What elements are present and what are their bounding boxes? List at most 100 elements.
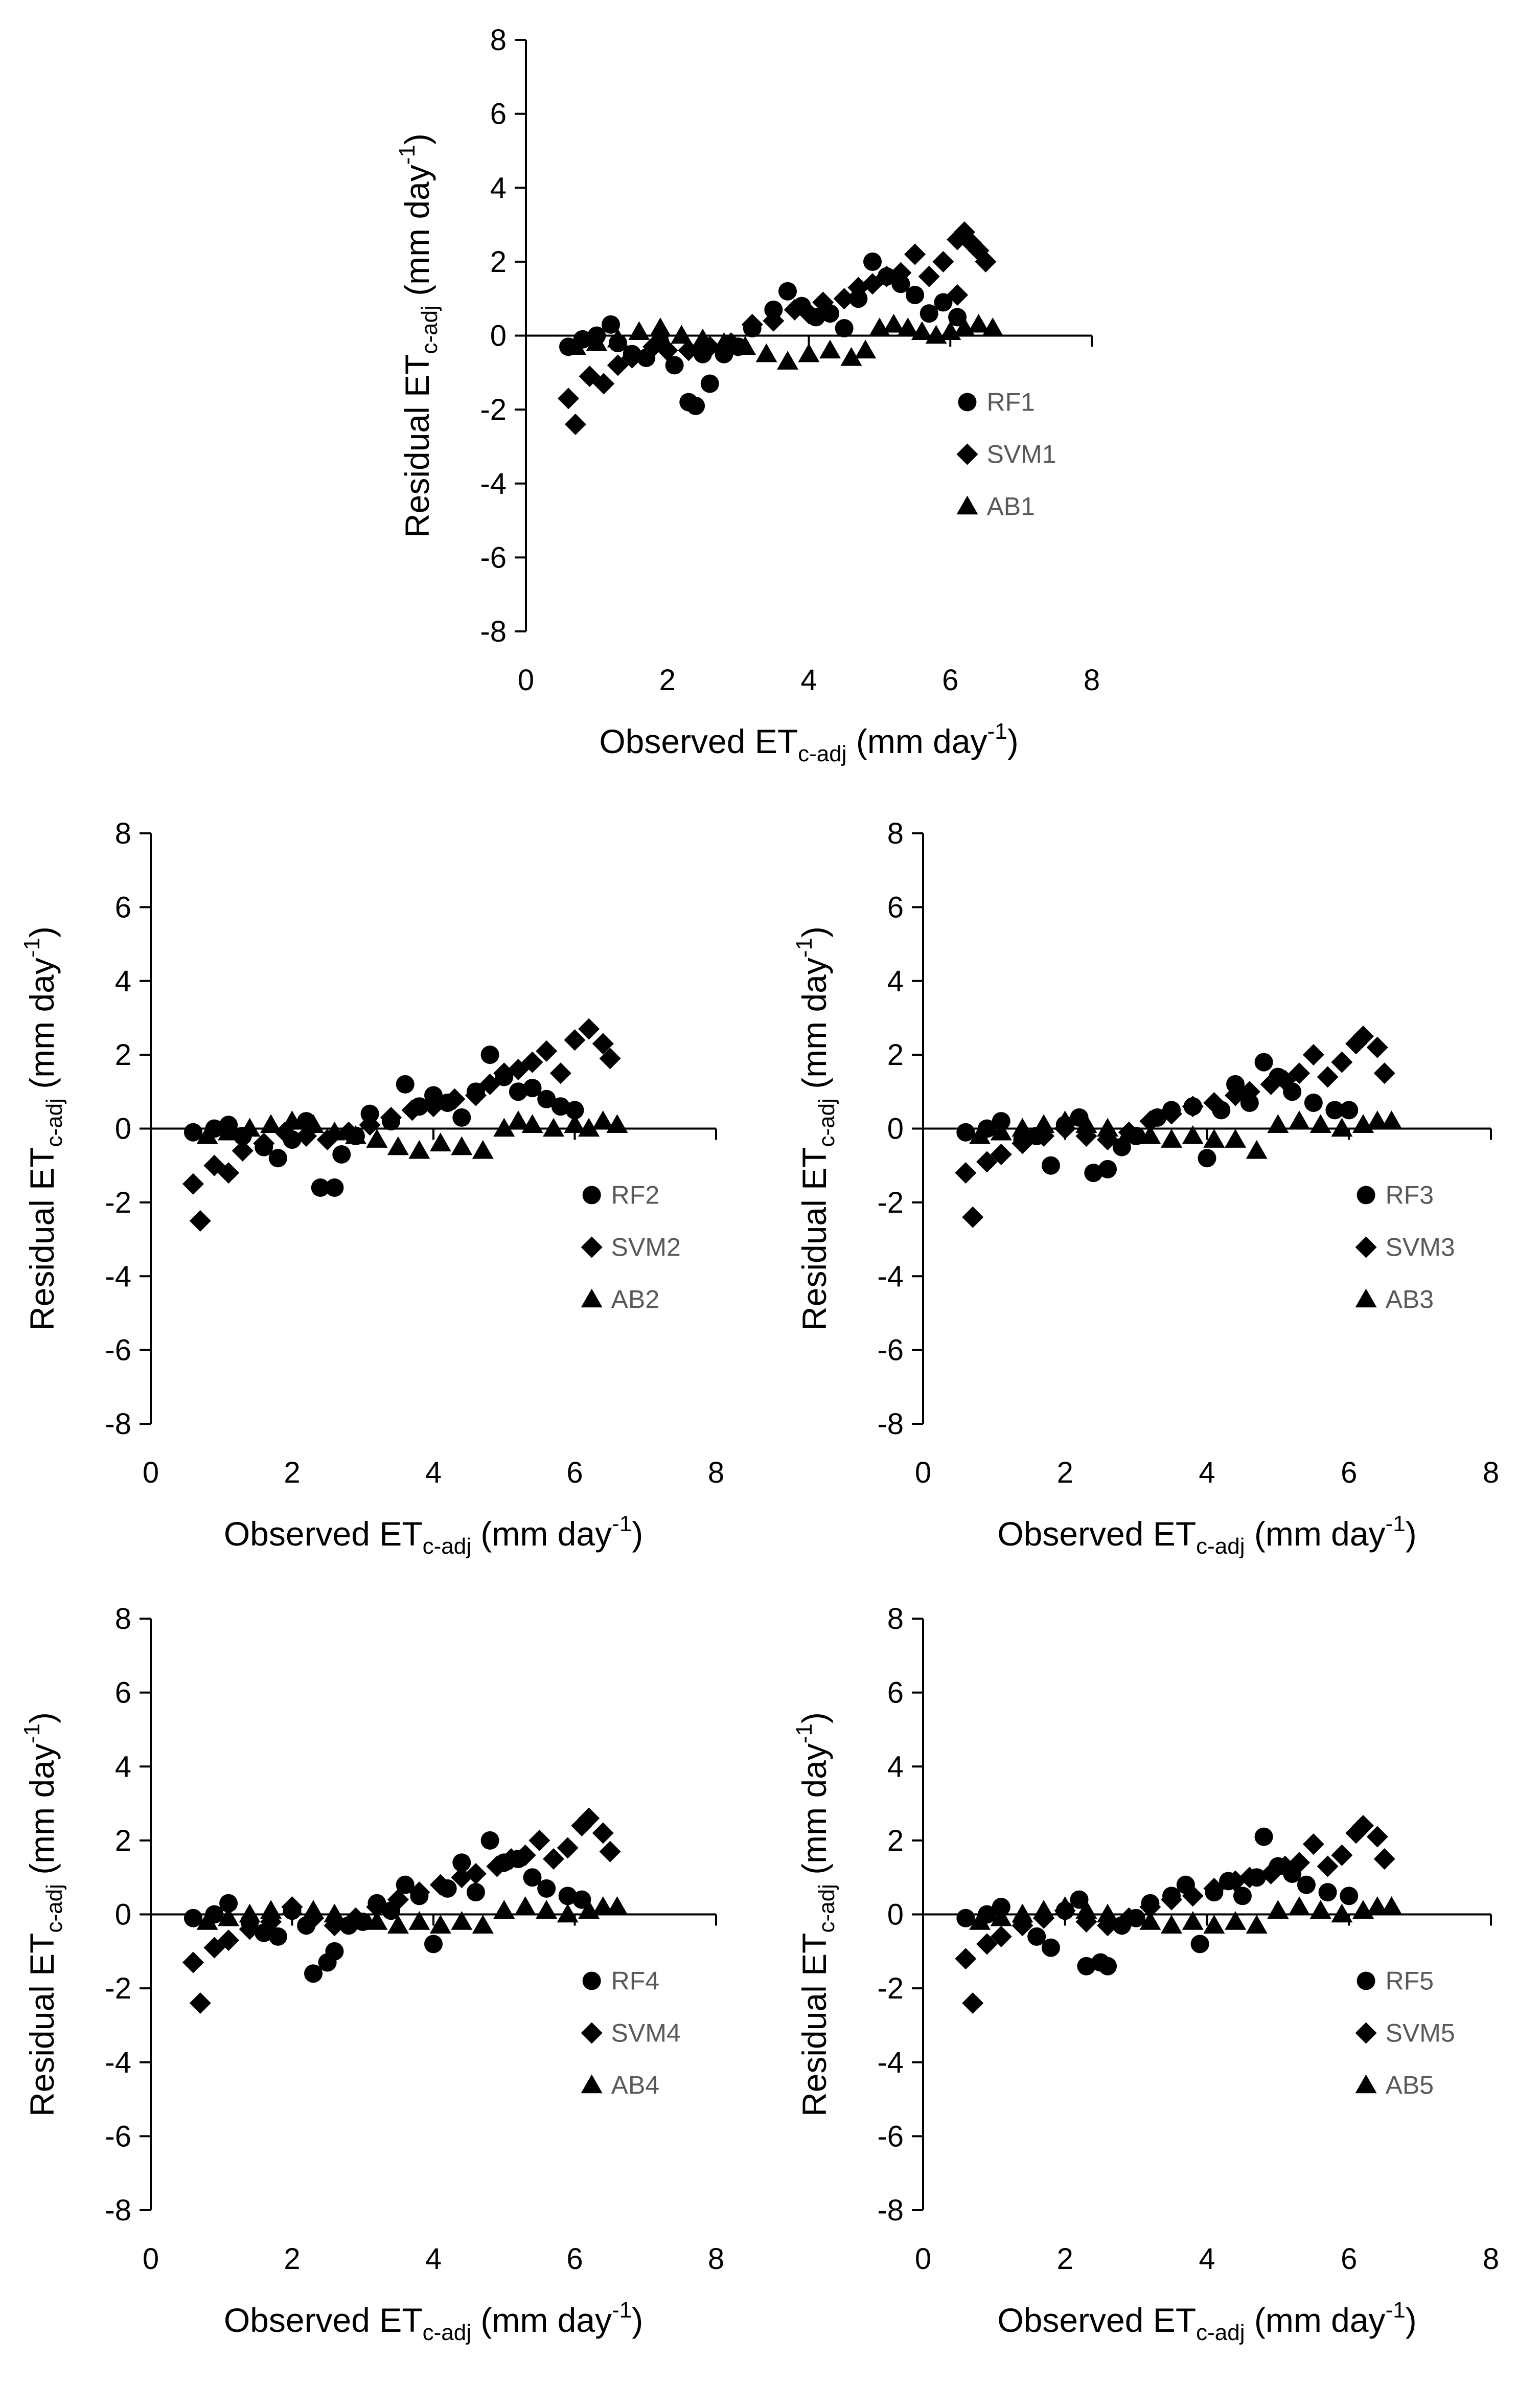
legend-marker-triangle [581, 2074, 603, 2094]
diamond-point [239, 1918, 261, 1940]
circle-point [1070, 1890, 1089, 1909]
y-axis-title-unit-pre: (mm day [23, 1743, 61, 1884]
triangle-point [507, 1110, 529, 1129]
diamond-point [465, 1862, 487, 1884]
series-AB5 [969, 1896, 1403, 1934]
y-axis-title-unit-pre: (mm day [795, 958, 833, 1098]
legend-label: SVM5 [1386, 2019, 1455, 2048]
triangle-point [1097, 1903, 1119, 1923]
triangle-point [451, 1136, 473, 1155]
triangle-point [586, 332, 608, 351]
triangle-point [429, 1915, 451, 1934]
y-tick-label: 2 [887, 1038, 904, 1072]
y-axis-title-unit-pre: (mm day [398, 165, 436, 305]
circle-point [1340, 1101, 1359, 1120]
circle-point [1240, 1093, 1259, 1112]
diamond-point [203, 1937, 225, 1959]
y-axis-title-main: Residual ET [23, 1147, 61, 1331]
y-axis-title-unit-sup: -1 [792, 1723, 817, 1743]
circle-point [1254, 1053, 1273, 1072]
y-axis-title: Residual ETc-adj (mm day-1) [19, 1712, 67, 2117]
diamond-point [741, 313, 763, 335]
circle-point [906, 285, 925, 304]
triangle-point [649, 317, 671, 336]
circle-point [700, 374, 719, 393]
x-tick-label: 8 [1483, 2242, 1499, 2276]
x-axis-title-sub: c-adj [798, 741, 846, 766]
triangle-point [1289, 1110, 1311, 1129]
circle-point [863, 252, 882, 271]
x-axis-title-sub: c-adj [423, 1534, 471, 1559]
y-tick-label: 2 [490, 245, 507, 279]
circle-point [992, 1112, 1010, 1131]
y-tick-label: -4 [877, 2046, 904, 2079]
y-axis-title-unit-sup: -1 [792, 938, 817, 958]
triangle-point [776, 351, 798, 370]
x-axis-title-unit-pre: (mm day [1245, 2301, 1386, 2339]
x-tick-label: 8 [708, 1456, 724, 1489]
legend-label: SVM2 [611, 1233, 681, 1262]
circle-point [1254, 1827, 1273, 1846]
diamond-point [592, 1822, 614, 1844]
circle-point [311, 1178, 330, 1197]
y-tick-label: 0 [490, 320, 507, 353]
x-axis-title: Observed ETc-adj (mm day-1) [224, 1511, 643, 1559]
legend-marker-circle [1357, 1186, 1375, 1205]
triangle-point [671, 325, 693, 344]
diamond-point [189, 1992, 211, 2014]
triangle-point [408, 1140, 430, 1159]
x-tick-label: 6 [566, 2242, 583, 2276]
diamond-point [1203, 1092, 1225, 1114]
y-tick-label: -6 [480, 541, 507, 574]
circle-point [480, 1046, 499, 1064]
y-axis-title-unit-post: ) [398, 133, 436, 145]
circle-point [1041, 1938, 1060, 1957]
series-SVM1 [558, 221, 997, 436]
circle-point [934, 293, 953, 312]
diamond-point [763, 310, 785, 332]
legend-marker-diamond [581, 1236, 603, 1258]
x-axis-title-main: Observed ET [224, 1515, 423, 1553]
circle-point [183, 1123, 202, 1142]
circle-point [665, 356, 684, 375]
diamond-point [558, 388, 580, 410]
diamond-point [990, 1925, 1012, 1947]
circle-point [1190, 1935, 1209, 1954]
y-tick-label: -6 [105, 1334, 131, 1367]
diamond-point [182, 1173, 204, 1195]
diamond-point [1139, 1896, 1161, 1918]
circle-point [992, 1898, 1010, 1917]
triangle-point [1331, 1118, 1353, 1137]
legend-label: RF1 [986, 388, 1035, 417]
y-tick-label: -8 [105, 2194, 131, 2227]
diamond-point [1366, 1036, 1388, 1058]
y-axis-title-sub: c-adj [42, 1884, 67, 1933]
triangle-point [883, 313, 905, 333]
y-tick-label: 6 [887, 891, 904, 924]
triangle-point [1182, 1911, 1204, 1930]
diamond-point [507, 1059, 529, 1080]
legend-marker-diamond [1355, 1236, 1377, 1258]
circle-point [551, 1097, 570, 1116]
legend-label: AB3 [1386, 1285, 1434, 1314]
diamond-point [521, 1051, 543, 1073]
diamond-point [189, 1210, 211, 1232]
y-tick-label: 6 [490, 98, 507, 131]
series-AB1 [564, 313, 1004, 370]
diamond-point [990, 1144, 1012, 1166]
diamond-point [621, 347, 643, 369]
y-tick-label: -6 [877, 2120, 904, 2153]
x-tick-label: 2 [659, 664, 676, 697]
circle-point [424, 1935, 443, 1954]
diamond-point [955, 1948, 977, 1970]
triangle-point [1075, 1114, 1097, 1133]
circle-point [1304, 1093, 1323, 1112]
triangle-point [521, 1114, 543, 1133]
triangle-point [855, 339, 877, 359]
triangle-point [324, 1121, 346, 1141]
x-axis-title-unit-sup: -1 [1386, 2298, 1406, 2323]
legend-marker-diamond [581, 2022, 603, 2044]
diamond-point [444, 1088, 466, 1110]
x-axis-title-unit-post: ) [1406, 1515, 1417, 1553]
